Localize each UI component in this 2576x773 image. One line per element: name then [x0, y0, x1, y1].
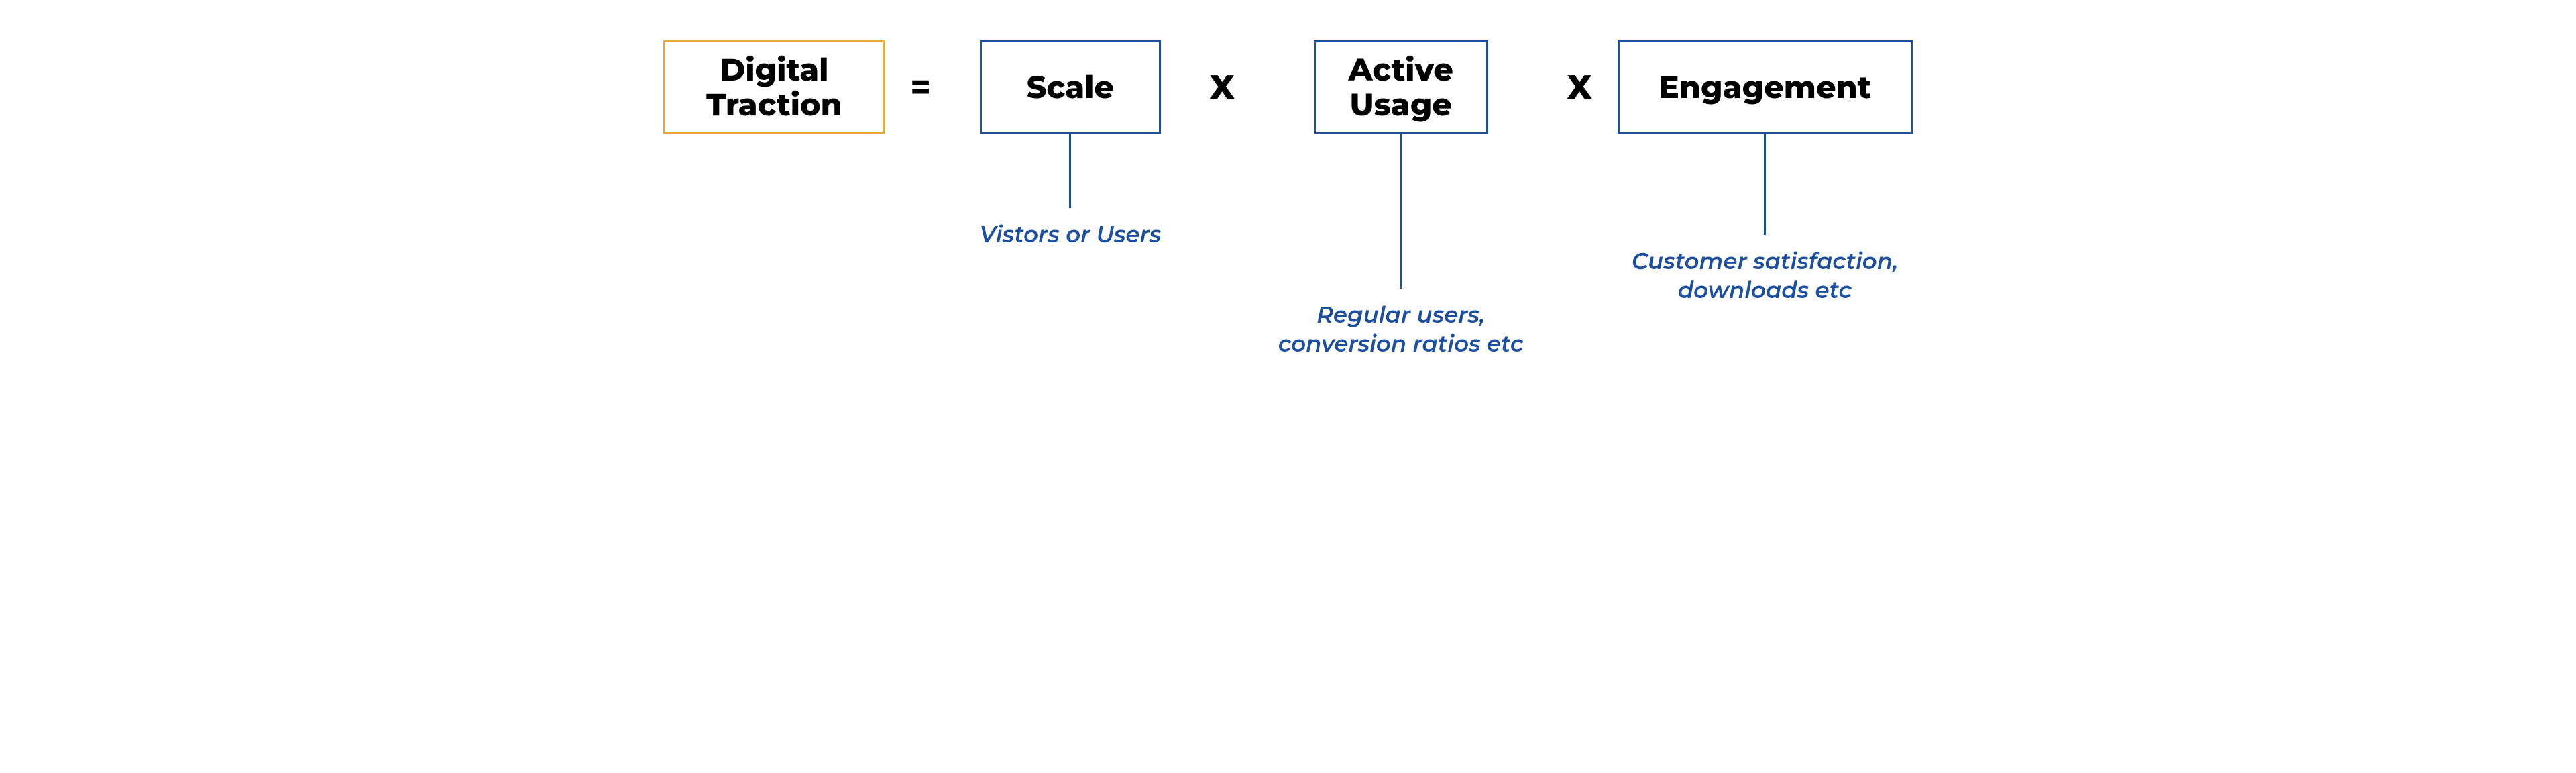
- result-box: Digital Traction: [663, 40, 885, 134]
- term-cell-scale: Scale Vistors or Users: [956, 40, 1184, 249]
- term-cell-active-usage: Active Usage Regular users, conversion ra…: [1260, 40, 1542, 358]
- term-cell-engagement: Engagement Customer satisfaction, downloa…: [1618, 40, 1913, 304]
- result-cell: Digital Traction: [663, 40, 885, 134]
- term-caption: Regular users, conversion ratios etc: [1260, 301, 1542, 358]
- connector-line: [1764, 134, 1766, 235]
- traction-formula: Digital Traction = Scale Vistors or Users XA…: [663, 40, 1912, 358]
- term-box-scale: Scale: [980, 40, 1161, 134]
- operator-multiply: X: [1567, 40, 1592, 134]
- term-caption: Customer satisfaction, downloads etc: [1618, 247, 1913, 304]
- operator-equals: =: [910, 40, 930, 134]
- operator-multiply: X: [1210, 40, 1235, 134]
- term-caption: Vistors or Users: [956, 220, 1184, 249]
- term-box-engagement: Engagement: [1618, 40, 1913, 134]
- connector-line: [1400, 134, 1402, 289]
- connector-line: [1069, 134, 1071, 208]
- term-box-active-usage: Active Usage: [1314, 40, 1488, 134]
